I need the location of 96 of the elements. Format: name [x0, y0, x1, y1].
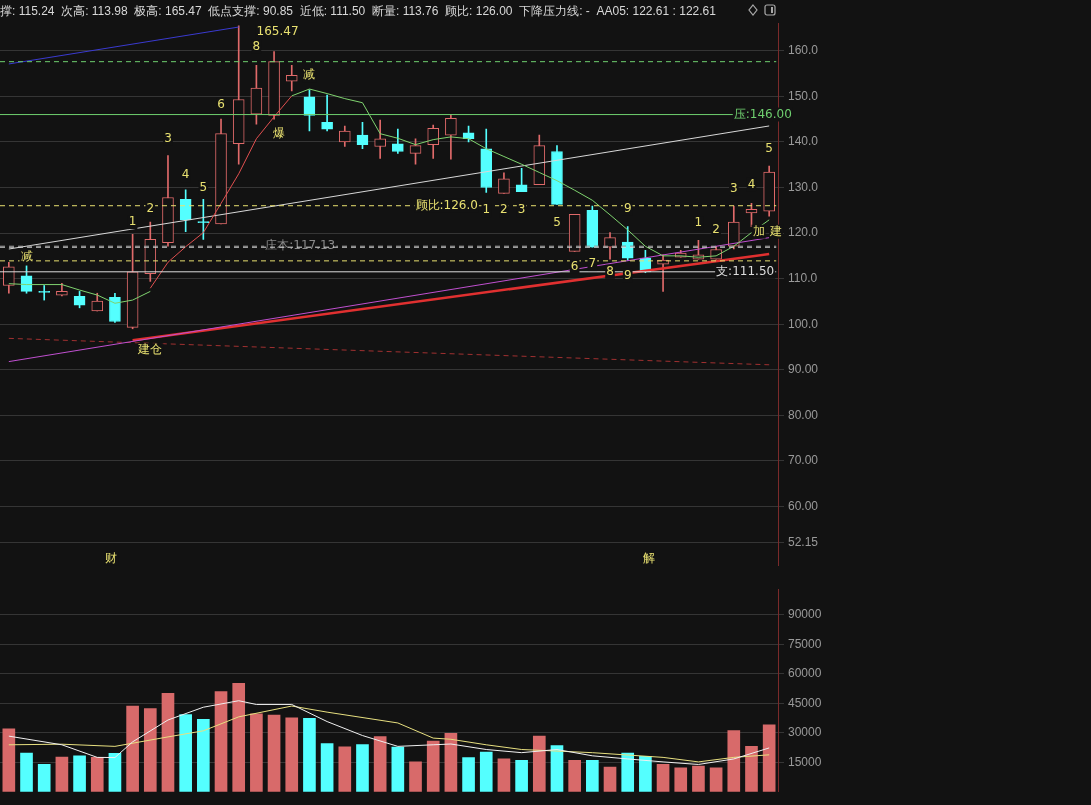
annotation: 165.47	[256, 24, 299, 39]
bar	[250, 713, 263, 792]
annotation: 2	[500, 202, 508, 217]
bar	[108, 752, 122, 792]
annotation: 1	[482, 202, 491, 217]
bar	[639, 756, 652, 792]
bar	[161, 693, 175, 792]
bar	[692, 765, 705, 792]
bar	[409, 761, 422, 792]
y-tick-label: 90000	[788, 607, 822, 622]
annotation: 8	[252, 38, 261, 53]
y-tick-label: 120.0	[788, 225, 819, 240]
annotation: 7	[588, 256, 597, 271]
annotation: 2	[712, 222, 720, 236]
bar	[55, 756, 69, 792]
candlestick	[321, 94, 333, 132]
annotation: 减	[303, 67, 316, 82]
annotation: 9	[623, 200, 632, 215]
y-tick-label: 30000	[788, 725, 822, 740]
annotation: 建	[769, 223, 783, 238]
bar	[303, 718, 316, 792]
y-tick-label: 130.0	[788, 179, 819, 194]
bar	[143, 708, 157, 792]
annotation: 4	[181, 167, 190, 182]
annotation: 6	[217, 96, 225, 111]
y-tick-label: 75000	[788, 636, 822, 651]
y-tick-label: 160.0	[788, 43, 819, 58]
bar	[214, 691, 228, 792]
bar	[426, 740, 440, 792]
bar	[603, 766, 617, 792]
bar	[391, 746, 405, 792]
bar	[73, 755, 86, 792]
annotation: 4	[747, 176, 756, 191]
bar	[37, 763, 51, 792]
bar	[745, 746, 758, 792]
bar	[621, 752, 635, 792]
bar	[373, 736, 387, 792]
y-tick-label: 90.00	[788, 362, 819, 377]
chart-title: 撑: 115.24 次高: 113.98 极高: 165.47 低点支撑: 90.85 近低: 111.50 断量: 113.76 顾比: 126.00 下降压力线: - AA05: 122.61 : 122.61	[0, 3, 717, 18]
y-tick-label: 60000	[788, 666, 822, 681]
bar	[320, 743, 334, 792]
bar	[515, 760, 528, 792]
y-tick-label: 52.15	[788, 534, 819, 549]
y-tick-label: 15000	[788, 754, 822, 769]
annotation: 9	[623, 268, 632, 283]
bar	[356, 744, 369, 792]
bar	[656, 763, 670, 792]
bar	[285, 717, 299, 792]
bar	[727, 730, 741, 792]
annotation: 5	[765, 140, 773, 155]
ref-line-label: 顾比:126.0	[415, 197, 478, 212]
bar	[586, 760, 599, 792]
annotation: 8	[606, 263, 614, 278]
annotation: 2	[146, 201, 155, 216]
annotation: 财	[105, 551, 118, 566]
bar	[762, 724, 776, 792]
annotation: 3	[164, 130, 172, 145]
y-tick-label: 45000	[788, 695, 822, 710]
y-tick-label: 60.00	[788, 498, 819, 513]
bar	[2, 728, 16, 792]
bar	[674, 767, 688, 792]
bar	[479, 751, 493, 792]
annotation: 1	[694, 215, 703, 230]
annotation: 5	[553, 215, 561, 230]
annotation: 减	[20, 249, 33, 264]
y-tick-label: 80.00	[788, 407, 819, 422]
bar	[126, 705, 139, 792]
bar	[532, 735, 546, 792]
ref-line-label: 庄本:117.13	[265, 238, 336, 253]
annotation: 1	[128, 214, 137, 229]
bar	[709, 767, 723, 792]
y-tick-label: 140.0	[788, 134, 819, 149]
y-tick-label: 110.0	[788, 270, 818, 285]
bar	[232, 682, 246, 792]
annotation: 5	[199, 179, 208, 194]
y-tick-label: 150.0	[788, 88, 819, 103]
bar	[462, 757, 475, 792]
annotation: 6	[570, 258, 579, 273]
bar	[90, 757, 104, 792]
bar	[20, 752, 33, 792]
bar	[568, 760, 581, 792]
ref-line-label: 压:146.00	[733, 106, 792, 121]
bar	[179, 714, 192, 792]
y-tick-label: 100.0	[788, 316, 819, 331]
annotation: 爆	[273, 125, 286, 140]
annotation: 3	[729, 180, 738, 195]
bar	[197, 719, 210, 792]
annotation: 建仓	[137, 342, 163, 357]
ref-line-label: 支:111.50	[716, 263, 775, 278]
annotation: 加	[752, 223, 765, 238]
y-tick-label: 70.00	[788, 453, 819, 468]
annotation: 3	[517, 202, 526, 217]
bar	[267, 714, 281, 792]
annotation: 解	[642, 551, 655, 566]
bar	[338, 746, 352, 792]
bar	[497, 758, 511, 792]
